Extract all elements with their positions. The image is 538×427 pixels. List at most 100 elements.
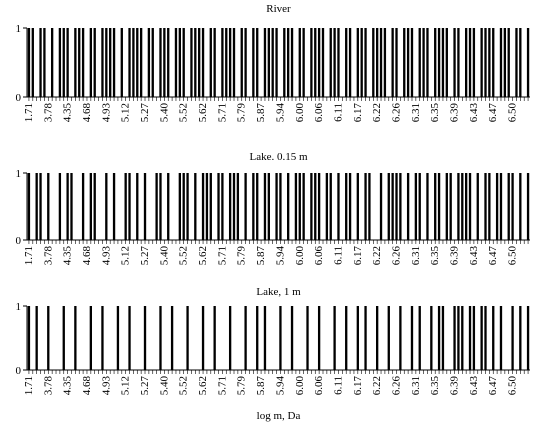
bar [418,306,421,370]
bar [58,173,62,240]
bar [275,28,278,97]
bar [70,173,73,240]
x-tick-label: 4.35 [62,376,74,396]
bar [484,173,487,240]
bar [345,28,348,97]
x-tick-label: 5.71 [216,246,228,265]
x-tick-label: 5.79 [236,376,248,396]
bar [329,28,332,97]
bar [480,28,483,97]
x-tick-label: 6.17 [352,376,364,396]
x-tick-label: 5.71 [216,103,228,122]
bar [74,28,77,97]
x-tick-label: 5.62 [197,246,209,265]
bar [492,28,495,97]
x-tick-label: 4.93 [100,246,112,266]
x-tick-label: 5.87 [255,246,267,266]
bar [170,306,174,370]
bar [399,173,402,240]
bar [62,306,65,370]
bar [437,306,441,370]
bar [434,28,437,97]
bar [244,306,247,370]
x-tick-label: 5.40 [158,246,170,266]
bar [453,306,456,370]
bar [492,306,495,370]
bar [35,306,38,370]
x-tick-label: 5.52 [178,376,190,395]
bar [228,28,232,97]
bar [461,173,464,240]
bar [39,28,42,97]
bar [364,306,367,370]
bar [333,306,336,370]
x-tick-label: 5.62 [197,103,209,122]
bar [186,173,189,240]
bar [290,306,294,370]
bar [519,306,522,370]
bar [356,28,359,97]
x-tick-label: 6.06 [313,103,325,123]
bar [105,28,108,97]
bar [453,28,456,97]
x-tick-label: 5.94 [274,103,286,123]
bar [35,173,38,240]
bar [167,28,170,97]
bar [399,306,402,370]
bar [155,173,158,240]
bar [526,28,530,97]
bar [507,28,510,97]
bar [364,28,367,97]
bar [302,28,305,97]
bar [410,306,414,370]
chart-title: Lake, 1 m [256,286,301,298]
x-axis-label: log m, Da [257,410,301,422]
bar [186,306,189,370]
bar [256,173,259,240]
x-tick-label: 5.52 [178,246,190,265]
bar [379,173,383,240]
chart-title: Lake. 0.15 m [249,151,307,163]
bar [395,28,398,97]
bar [368,173,371,240]
bar [337,28,340,97]
x-tick-label: 6.26 [391,103,403,123]
bar [418,173,421,240]
bar [58,28,62,97]
bar [89,173,93,240]
y-tick-label: 0 [16,235,22,247]
bar [47,173,50,240]
bar [449,173,452,240]
bar [294,173,298,240]
bar [437,173,441,240]
bar [128,173,131,240]
bar [27,173,31,240]
bar [360,28,363,97]
bar [163,28,166,97]
x-tick-label: 5.87 [255,103,267,123]
bar [256,306,259,370]
bar [31,28,34,97]
x-tick-label: 1.71 [23,376,35,395]
bar [112,28,116,97]
bar [159,173,162,240]
bar [406,28,410,97]
x-tick-label: 6.17 [352,103,364,123]
bar [194,173,197,240]
bar [256,28,259,97]
bar [317,173,321,240]
x-tick-label: 5.62 [197,376,209,395]
bar [472,306,476,370]
bar [50,28,54,97]
x-tick-label: 6.43 [468,103,480,123]
x-tick-label: 6.47 [487,246,499,266]
x-tick-label: 6.00 [294,103,306,123]
x-tick-label: 6.39 [449,376,461,396]
bar [333,28,336,97]
bar [484,28,487,97]
bar [228,306,232,370]
bar [511,173,514,240]
bar [468,306,472,370]
bar [201,306,205,370]
